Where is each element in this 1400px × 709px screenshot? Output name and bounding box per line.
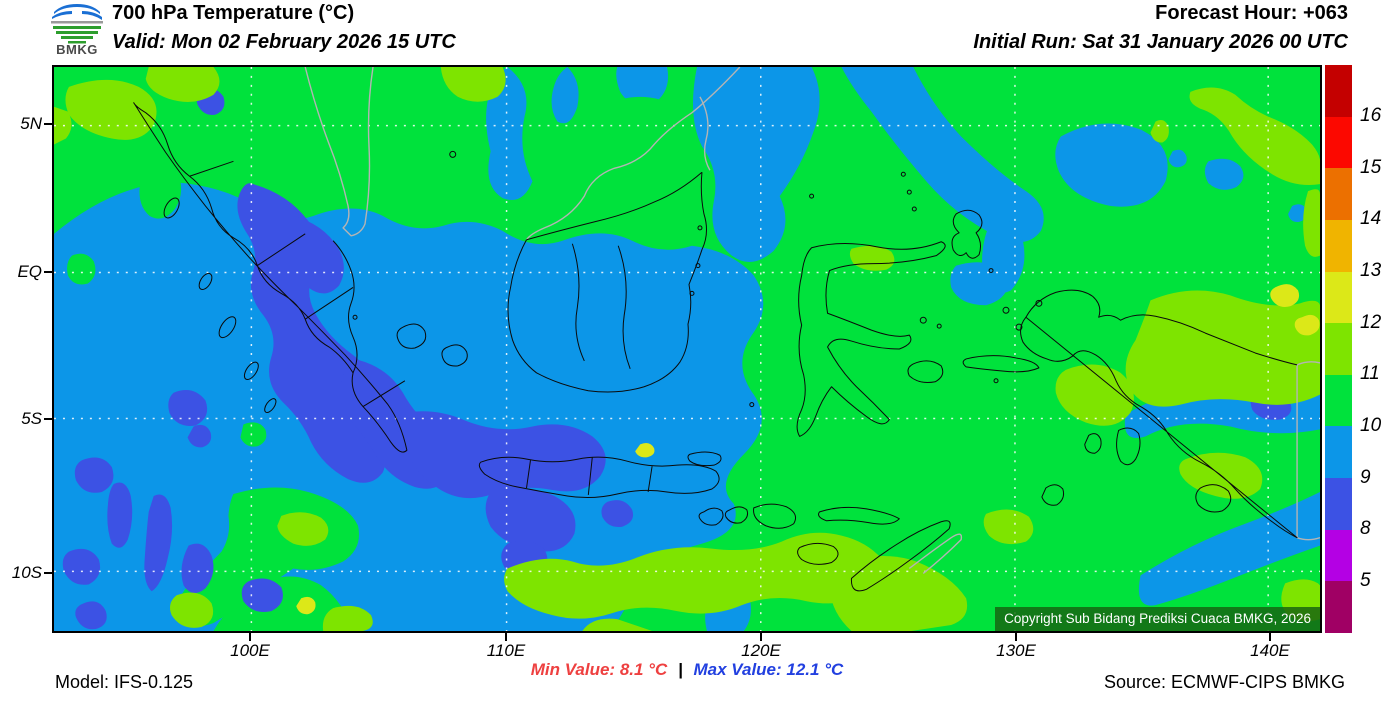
colorbar-label-11: 11 bbox=[1360, 363, 1380, 384]
bmkg-logo-text: BMKG bbox=[56, 42, 98, 57]
lon-label-100e: 100E bbox=[230, 641, 270, 660]
colorbar-label-14: 14 bbox=[1360, 208, 1382, 229]
colorbar-label-5: 5 bbox=[1360, 570, 1371, 591]
bmkg-logo-icon bbox=[51, 4, 103, 44]
colorbar-segment-3 bbox=[1325, 219, 1352, 272]
indonesia-coastlines bbox=[133, 102, 1298, 592]
lon-label-130e: 130E bbox=[996, 641, 1036, 660]
lon-label-120e: 120E bbox=[741, 641, 781, 660]
page-title: 700 hPa Temperature (°C) bbox=[112, 2, 355, 24]
foreign-coastlines bbox=[304, 67, 1320, 574]
colorbar-label-9: 9 bbox=[1360, 467, 1371, 488]
colorbar-segment-2 bbox=[1325, 168, 1352, 220]
minmax-separator: | bbox=[677, 660, 683, 679]
lat-label-eq: EQ bbox=[17, 262, 42, 281]
lon-tick bbox=[1015, 633, 1017, 641]
lon-tick bbox=[249, 633, 251, 641]
lon-tick bbox=[1269, 633, 1271, 641]
source-info: Source: ECMWF-CIPS BMKG bbox=[1103, 672, 1345, 692]
colorbar-label-12: 12 bbox=[1360, 312, 1382, 333]
colorbar-segment-0 bbox=[1325, 65, 1352, 117]
minmax-values: Min Value: 8.1 °C | Max Value: 12.1 °C bbox=[52, 660, 1322, 680]
bmkg-logo: BMKG bbox=[48, 2, 108, 58]
colorbar-segment-5 bbox=[1325, 323, 1352, 375]
temperature-contour-plot bbox=[54, 67, 1320, 631]
lon-tick bbox=[505, 633, 507, 641]
max-value: Max Value: 12.1 °C bbox=[693, 660, 844, 679]
colorbar-segment-10 bbox=[1325, 581, 1352, 634]
colorbar-label-10: 10 bbox=[1360, 415, 1382, 436]
colorbar-label-13: 13 bbox=[1360, 260, 1382, 281]
lat-label-5n: 5N bbox=[20, 114, 42, 133]
forecast-hour: Forecast Hour: +063 bbox=[1155, 2, 1348, 24]
temperature-map: Copyright Sub Bidang Prediksi Cuaca BMKG… bbox=[52, 65, 1322, 633]
colorbar-segment-8 bbox=[1325, 478, 1352, 530]
colorbar-label-16: 16 bbox=[1360, 105, 1382, 126]
colorbar-segment-7 bbox=[1325, 426, 1352, 479]
valid-time: Valid: Mon 02 February 2026 15 UTC bbox=[112, 31, 456, 53]
colorbar-segment-6 bbox=[1325, 374, 1352, 427]
initial-run: Initial Run: Sat 31 January 2026 00 UTC bbox=[973, 31, 1348, 53]
lon-label-140e: 140E bbox=[1250, 641, 1290, 660]
lat-tick bbox=[44, 418, 53, 420]
lon-label-110e: 110E bbox=[486, 641, 526, 660]
colorbar-segment-1 bbox=[1325, 116, 1352, 169]
colorbar-label-8: 8 bbox=[1360, 518, 1371, 539]
copyright-notice: Copyright Sub Bidang Prediksi Cuaca BMKG… bbox=[995, 607, 1320, 631]
colorbar-label-15: 15 bbox=[1360, 157, 1382, 178]
lat-tick bbox=[44, 572, 53, 574]
colorbar-segment-4 bbox=[1325, 271, 1352, 324]
yellow-temp-spots bbox=[296, 284, 1320, 615]
model-info: Model: IFS-0.125 bbox=[55, 672, 194, 692]
chartreuse-temp-regions bbox=[54, 67, 1320, 631]
temperature-colorbar bbox=[1325, 65, 1352, 634]
lat-label-10s: 10S bbox=[11, 563, 42, 582]
royal-blue-temp-regions bbox=[62, 88, 1292, 630]
colorbar-segment-9 bbox=[1325, 529, 1352, 582]
lat-tick bbox=[44, 271, 53, 273]
lat-tick bbox=[44, 123, 53, 125]
lat-label-5s: 5S bbox=[21, 409, 42, 428]
min-value: Min Value: 8.1 °C bbox=[530, 660, 668, 679]
lon-tick bbox=[760, 633, 762, 641]
